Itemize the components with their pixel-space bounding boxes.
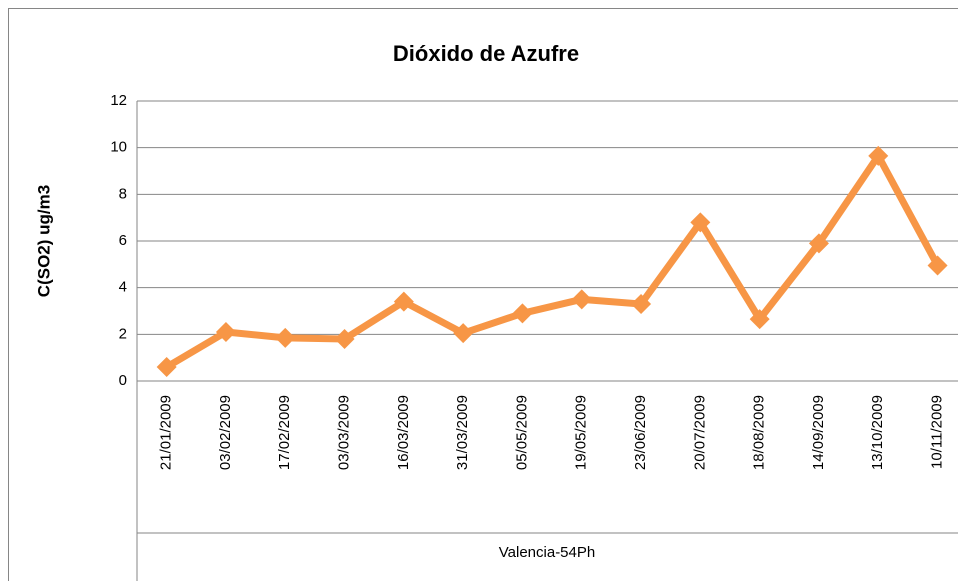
- series-line: [164, 152, 941, 371]
- marker: [631, 294, 652, 314]
- y-tick-label: 10: [110, 139, 127, 156]
- x-tick-label: 21/01/2009: [158, 395, 175, 470]
- x-tick-label: 20/07/2009: [691, 395, 708, 470]
- x-group-label: Valencia-54Ph: [499, 544, 595, 561]
- marker: [156, 357, 177, 377]
- y-axis-label: C(SO2) ug/m3: [34, 185, 53, 297]
- x-tick-label: 05/05/2009: [513, 395, 530, 470]
- marker: [275, 327, 296, 348]
- y-tick-label: 4: [119, 279, 127, 296]
- marker: [334, 329, 355, 349]
- x-tick-label: 14/09/2009: [810, 395, 827, 470]
- marker: [393, 291, 414, 312]
- marker: [808, 233, 829, 254]
- chart-title: Dióxido de Azufre: [393, 41, 579, 66]
- y-tick-label: 12: [110, 92, 127, 109]
- x-tick-label: 31/03/2009: [454, 395, 471, 470]
- x-tick-label: 13/10/2009: [869, 395, 886, 470]
- marker: [512, 303, 533, 324]
- marker: [690, 212, 711, 233]
- y-tick-label: 6: [119, 232, 127, 249]
- marker: [453, 323, 474, 344]
- x-tick-label: 03/03/2009: [336, 395, 353, 470]
- x-tick-label: 10/11/2009: [929, 395, 946, 469]
- marker: [927, 255, 948, 276]
- marker: [749, 309, 770, 330]
- marker: [868, 145, 889, 166]
- x-tick-label: 23/06/2009: [632, 395, 649, 470]
- y-tick-label: 2: [119, 325, 127, 342]
- x-tick-label: 19/05/2009: [573, 395, 590, 470]
- y-tick-label: 0: [119, 372, 127, 389]
- x-tick-label: 16/03/2009: [395, 395, 412, 470]
- chart-border: [8, 8, 958, 581]
- marker: [571, 289, 592, 310]
- marker: [215, 322, 236, 342]
- x-tick-label: 17/02/2009: [276, 395, 293, 470]
- x-tick-label: 03/02/2009: [217, 395, 234, 470]
- y-tick-label: 8: [119, 185, 127, 202]
- x-tick-label: 18/08/2009: [751, 395, 768, 470]
